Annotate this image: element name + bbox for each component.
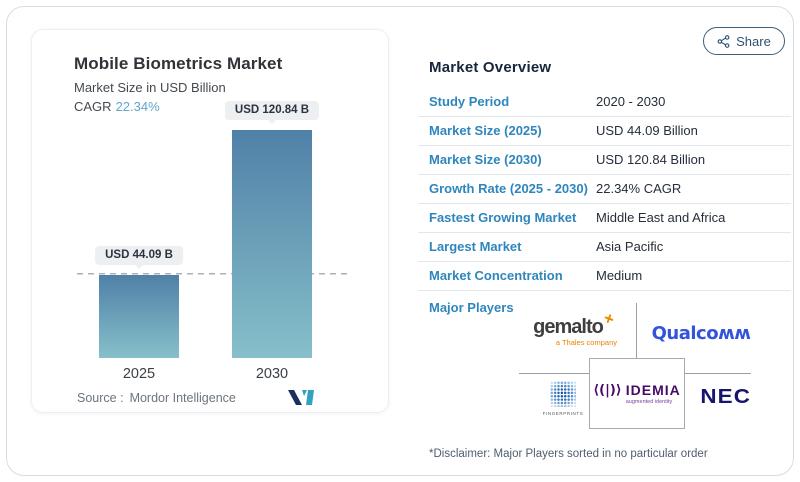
cagr-label: CAGR [74,99,112,114]
share-icon [717,34,730,48]
idemia-tagline: augmented identity [625,399,673,405]
table-row: Fastest Growing Market Middle East and A… [418,204,791,233]
row-value: Middle East and Africa [596,210,726,225]
infographic-frame: Mobile Biometrics Market Market Size in … [6,6,794,476]
table-row: Market Size (2025) USD 44.09 Billion [418,117,791,146]
gemalto-star-icon [603,313,615,325]
page-title: Market Overview [429,59,552,76]
bar-value-pill: USD 44.09 B [95,246,183,265]
bar-value-pill: USD 120.84 B [224,101,320,120]
row-label: Study Period [429,94,510,109]
chart-cagr: CAGR 22.34% [74,99,160,114]
source-line: Source : Mordor Intelligence [77,391,242,405]
nec-logo: NEC [700,386,752,408]
row-value: Asia Pacific [596,239,664,254]
overview-table: Study Period 2020 - 2030 Market Size (20… [418,88,791,291]
disclaimer-text: *Disclaimer: Major Players sorted in no … [429,448,708,460]
row-value: 22.34% CAGR [596,181,682,196]
gemalto-tagline: a Thales company [555,338,617,347]
fingerprints-wordmark: FINGERPRINTS [542,411,584,416]
cagr-value: 22.34% [115,99,160,114]
players-divider-vertical [636,303,637,364]
row-label: Largest Market [429,239,522,254]
idemia-symbol-icon: ⟨(|)⟩ [593,382,622,398]
x-axis-label: 2030 [255,366,289,382]
players-divider-horizontal-left [519,373,589,374]
chart-subtitle: Market Size in USD Billion [74,80,226,95]
gridline-dashed [77,273,347,275]
fingerprints-dot-square-icon [550,381,576,407]
row-label: Growth Rate (2025 - 2030) [429,181,588,196]
share-button[interactable]: Share [703,27,785,55]
table-row: Market Size (2030) USD 120.84 Billion [418,146,791,175]
bar [232,130,312,358]
bar [99,275,179,358]
table-row: Study Period 2020 - 2030 [418,88,791,117]
qualcomm-logo: Qualcoʍʍ [651,323,751,344]
source-value: Mordor Intelligence [129,391,236,405]
idemia-wordmark: IDEMIA [625,382,681,398]
table-row: Largest Market Asia Pacific [418,233,791,262]
row-label: Market Size (2030) [429,152,542,167]
bar-chart: USD 44.09 B USD 120.84 B 2025 2030 [32,30,388,412]
row-label: Market Concentration [429,268,563,283]
market-chart-card: Mobile Biometrics Market Market Size in … [31,29,389,413]
row-label: Fastest Growing Market [429,210,577,225]
row-label: Market Size (2025) [429,123,542,138]
chart-title: Mobile Biometrics Market [74,54,283,73]
fingerprints-logo: FINGERPRINTS [540,381,586,416]
share-label: Share [736,33,771,49]
mordor-intelligence-logo [288,390,314,405]
x-axis-label: 2025 [122,366,156,382]
table-row: Growth Rate (2025 - 2030) 22.34% CAGR [418,175,791,204]
gemalto-logo: gemalto a Thales company [521,316,625,347]
row-value: USD 120.84 Billion [596,152,706,167]
table-row: Market Concentration Medium [418,262,791,291]
players-divider-horizontal-right [685,373,751,374]
row-value: Medium [596,268,643,283]
source-label: Source : [77,391,124,405]
row-value: USD 44.09 Billion [596,123,698,138]
idemia-logo: ⟨(|)⟩ IDEMIA augmented identity [589,358,685,429]
major-players-label: Major Players [429,300,514,315]
row-value: 2020 - 2030 [596,94,666,109]
gemalto-wordmark: gemalto [533,316,604,338]
